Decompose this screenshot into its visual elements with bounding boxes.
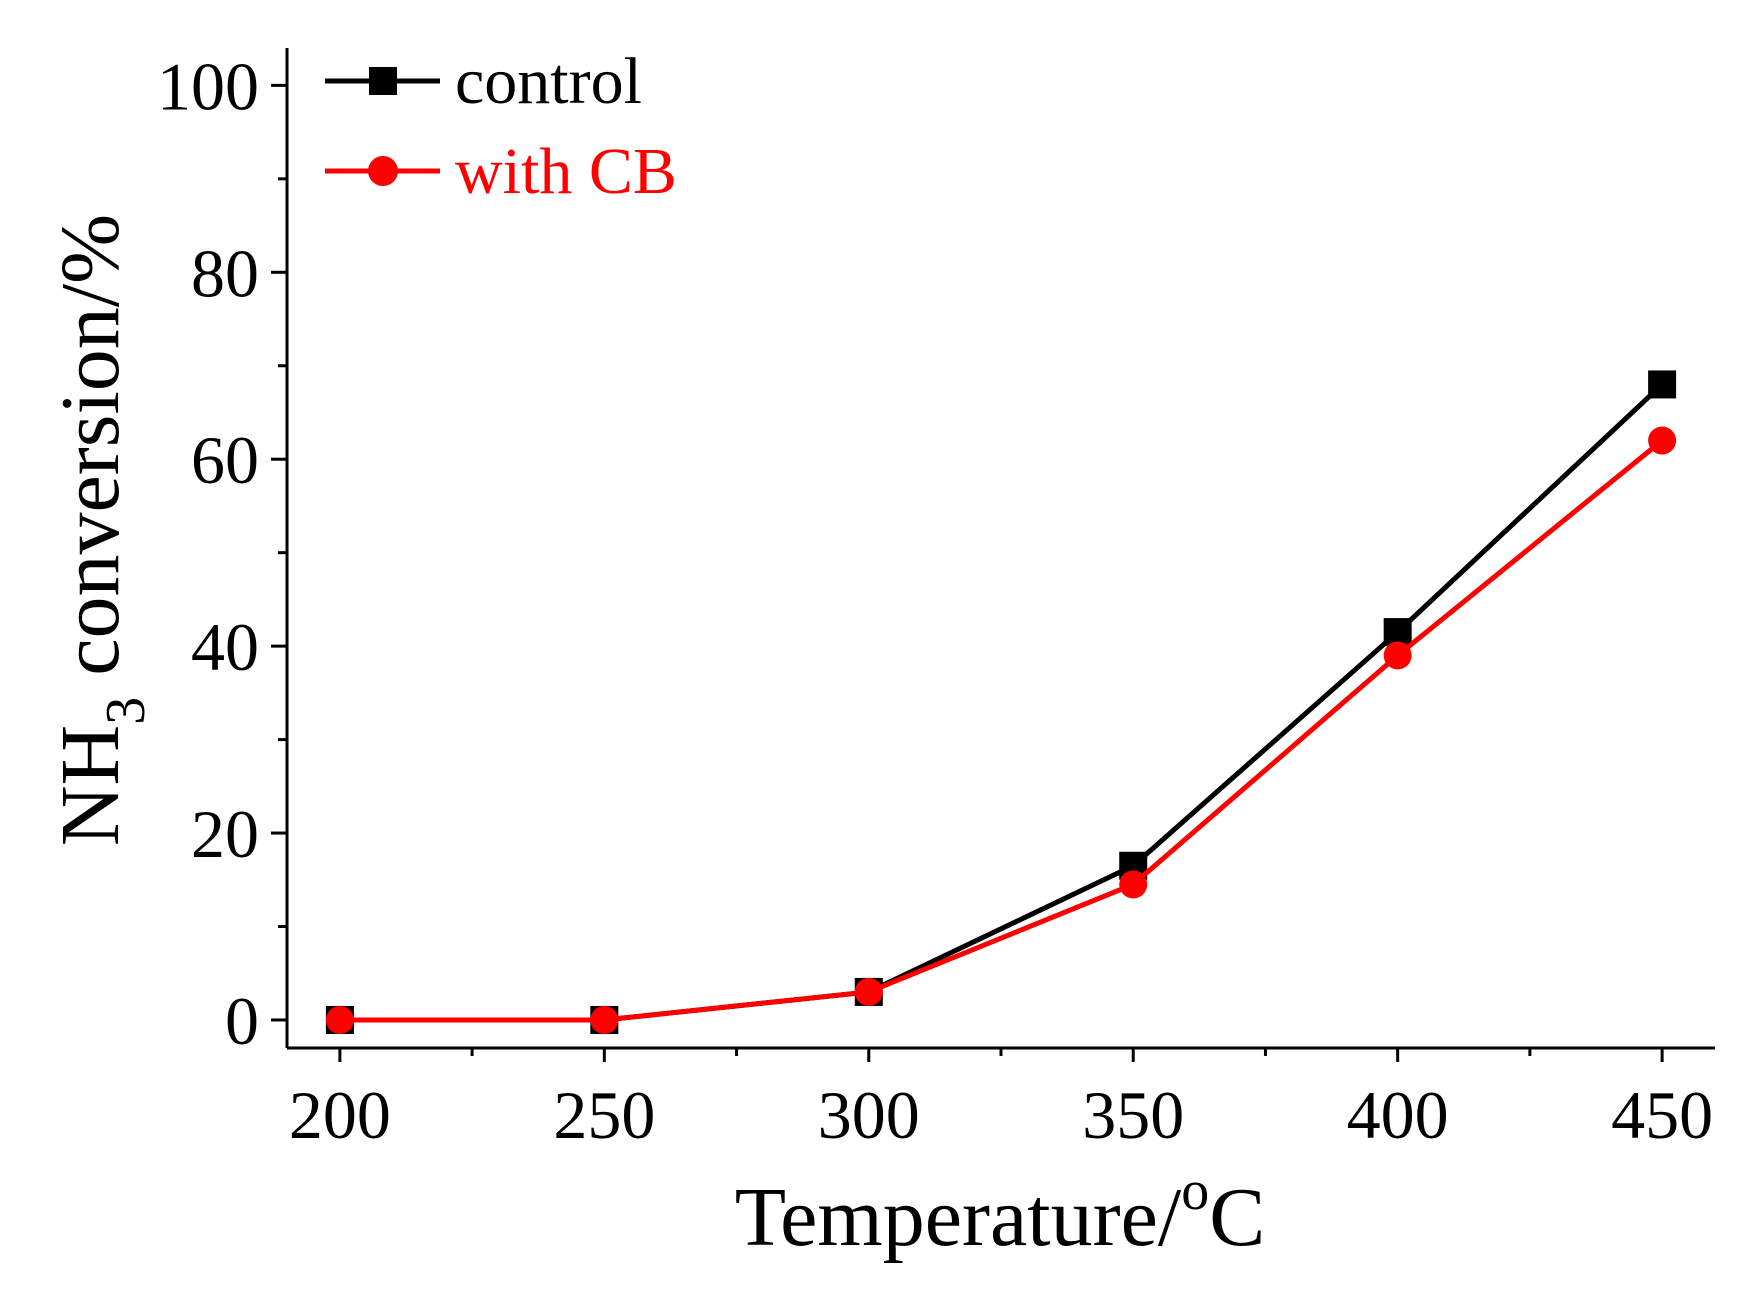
x-axis-label-degree: o [1181, 1160, 1209, 1222]
data-point-circle [1119, 870, 1148, 899]
legend: control with CB [325, 45, 677, 208]
axis-ticks: 200 250 300 350 400 450 0 20 40 60 80 100 [157, 48, 1713, 1153]
data-point-square [1383, 618, 1412, 647]
y-tick-label: 0 [225, 983, 259, 1059]
y-axis-label: NH3 conversion/% [44, 214, 157, 846]
x-tick-label: 300 [818, 1077, 920, 1153]
data-point-circle [854, 977, 883, 1006]
legend-label: with CB [455, 135, 677, 208]
x-tick-label: 250 [553, 1077, 655, 1153]
legend-marker-square [369, 67, 397, 95]
y-tick-label: 40 [191, 609, 259, 685]
series-with-cb [325, 426, 1677, 1034]
y-axis-label-rest: conversion/% [44, 214, 137, 697]
y-tick-label: 100 [157, 48, 259, 124]
y-tick-label: 80 [191, 235, 259, 311]
x-axis-label-unit: C [1209, 1171, 1265, 1264]
y-axis-label-subscript: 3 [95, 697, 157, 725]
y-axis-label-main: NH [44, 725, 137, 846]
legend-label: control [455, 45, 642, 118]
data-point-circle [325, 1005, 354, 1034]
series-control [325, 370, 1677, 1034]
series-line [339, 382, 1664, 1023]
data-point-circle [1648, 426, 1677, 455]
legend-item: control [325, 45, 642, 118]
legend-marker-circle [368, 156, 398, 186]
data-point-square [1648, 370, 1677, 399]
x-tick-label: 400 [1347, 1077, 1449, 1153]
x-axis-label: Temperature/oC [735, 1160, 1266, 1264]
y-tick-label: 60 [191, 422, 259, 498]
data-point-circle [590, 1005, 619, 1034]
x-tick-label: 350 [1082, 1077, 1184, 1153]
x-axis-label-main: Temperature/ [735, 1171, 1182, 1264]
legend-item: with CB [325, 135, 677, 208]
x-tick-label: 450 [1611, 1077, 1713, 1153]
x-tick-label: 200 [289, 1077, 391, 1153]
series-line [339, 438, 1664, 1023]
series-group [325, 370, 1677, 1034]
data-point-circle [1383, 641, 1412, 670]
y-tick-label: 20 [191, 796, 259, 872]
